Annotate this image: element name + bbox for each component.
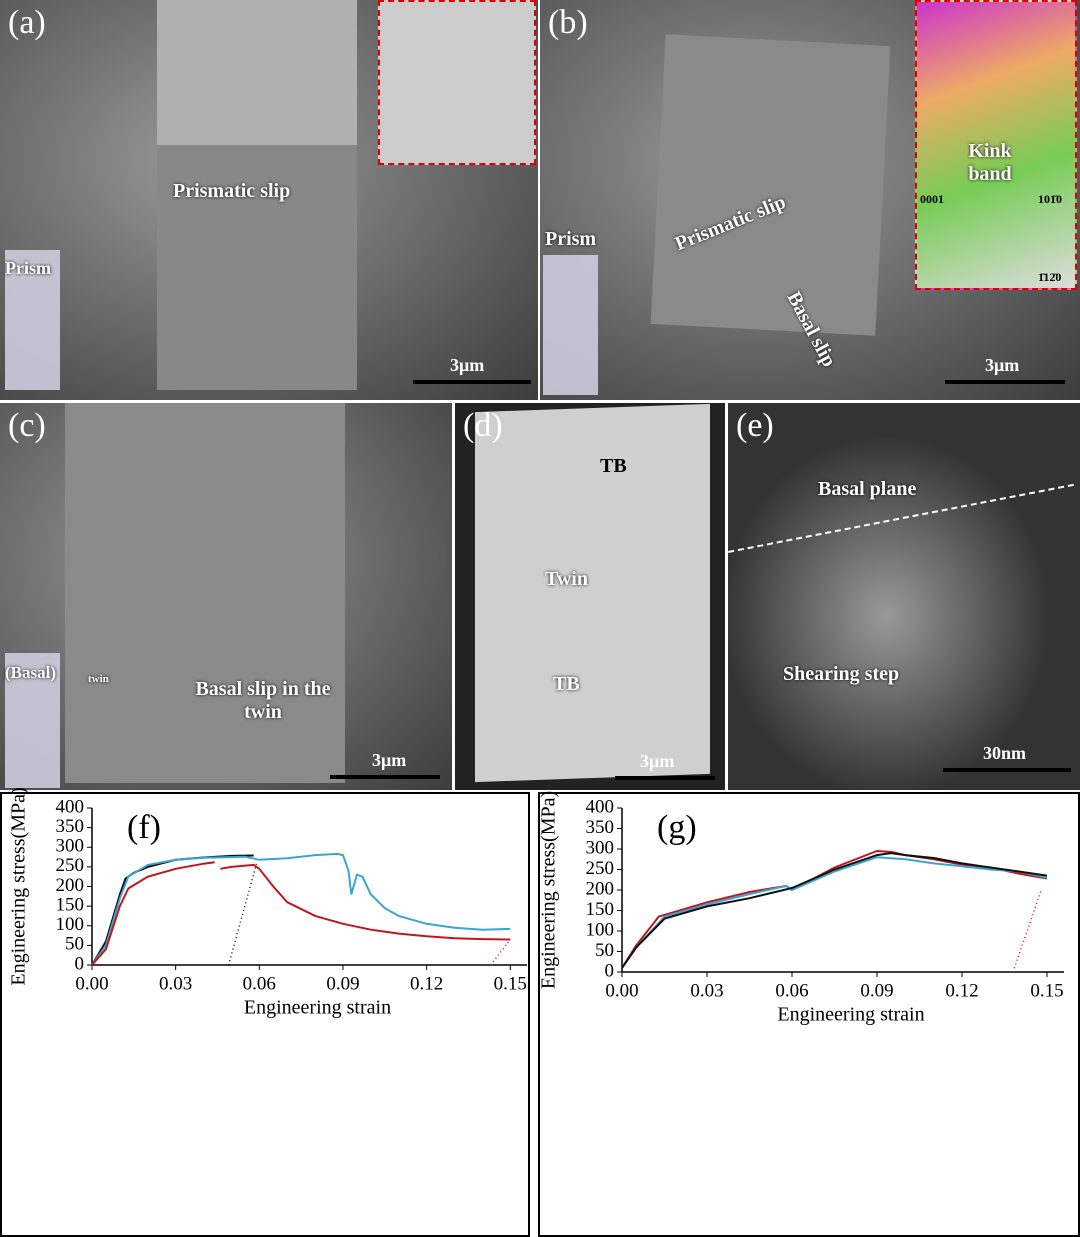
annotation: TB bbox=[553, 673, 580, 695]
panel-label: (e) bbox=[736, 407, 774, 444]
y-tick-label: 0 bbox=[75, 953, 85, 974]
annotation: Basal plane bbox=[818, 478, 917, 500]
annotation: Basal slip in the twin bbox=[195, 678, 331, 723]
y-tick-label: 50 bbox=[65, 934, 84, 955]
panel-b: (b) Prismatic slip Basal slip Prism Kink… bbox=[540, 0, 1080, 400]
y-axis-label: Engineering stress(MPa) bbox=[8, 787, 30, 985]
series-line bbox=[1012, 889, 1043, 973]
annotation: Kink band bbox=[968, 140, 1012, 185]
annotation: 101̄0 bbox=[1038, 192, 1062, 206]
annotation: Prismatic slip bbox=[173, 180, 291, 202]
panel-label: (c) bbox=[8, 407, 46, 444]
panel-d: (d) TB Twin TB 3μm bbox=[455, 403, 725, 790]
scale-label: 3μm bbox=[450, 355, 485, 375]
scale-label: 3μm bbox=[372, 750, 407, 770]
panel-c: (c) Basal slip in the twin (Basal) twin … bbox=[0, 403, 452, 790]
x-axis-label: Engineering strain bbox=[244, 997, 391, 1019]
y-tick-label: 200 bbox=[586, 878, 615, 899]
annotation: Prism bbox=[545, 228, 597, 250]
inset-basal bbox=[5, 653, 60, 788]
annotation: 1̄12̄0 bbox=[1038, 270, 1062, 284]
series-line bbox=[490, 939, 511, 966]
x-tick-label: 0.15 bbox=[494, 973, 527, 994]
x-tick-label: 0.12 bbox=[945, 980, 978, 1001]
inset bbox=[378, 0, 536, 165]
series-line bbox=[621, 852, 1048, 969]
series-line bbox=[91, 861, 511, 966]
y-tick-label: 250 bbox=[586, 858, 615, 879]
annotation: (Basal) bbox=[5, 663, 56, 682]
y-tick-label: 300 bbox=[56, 836, 85, 857]
series-line bbox=[621, 856, 1048, 969]
x-tick-label: 0.09 bbox=[326, 973, 359, 994]
pillar bbox=[65, 403, 345, 783]
x-axis-label: Engineering strain bbox=[777, 1004, 924, 1026]
y-tick-label: 100 bbox=[586, 919, 615, 940]
panel-g-border bbox=[538, 792, 1080, 1237]
scale-bar bbox=[615, 776, 715, 780]
y-tick-label: 300 bbox=[586, 837, 615, 858]
annotation: Prism bbox=[5, 258, 51, 278]
inset-prism bbox=[543, 255, 598, 395]
annotation: Twin bbox=[545, 568, 588, 590]
scale-bar bbox=[413, 380, 531, 384]
y-tick-label: 0 bbox=[605, 960, 615, 981]
series-line bbox=[227, 863, 258, 966]
scale-bar bbox=[945, 380, 1065, 384]
inset-ebsd bbox=[915, 0, 1077, 290]
panel-e: (e) Basal plane Shearing step 30nm bbox=[728, 403, 1080, 790]
inset-prism bbox=[5, 250, 60, 390]
y-tick-label: 150 bbox=[586, 899, 615, 920]
y-tick-label: 200 bbox=[56, 875, 85, 896]
panel-label: (g) bbox=[657, 809, 697, 846]
y-tick-label: 150 bbox=[56, 894, 85, 915]
x-tick-label: 0.00 bbox=[605, 980, 638, 1001]
annotation: 0001 bbox=[920, 192, 944, 206]
y-tick-label: 400 bbox=[56, 796, 85, 817]
y-tick-label: 50 bbox=[595, 940, 614, 961]
pillar-cap bbox=[157, 0, 357, 145]
panel-label: (a) bbox=[8, 4, 46, 41]
panel-f-border bbox=[0, 792, 530, 1237]
x-tick-label: 0.09 bbox=[860, 980, 893, 1001]
scale-label: 3μm bbox=[985, 355, 1020, 375]
panel-label: (b) bbox=[548, 4, 588, 41]
y-tick-label: 100 bbox=[56, 914, 85, 935]
panel-a: (a) Prismatic slip Prism 3μm bbox=[0, 0, 538, 400]
annotation: Shearing step bbox=[783, 663, 900, 685]
y-tick-label: 400 bbox=[586, 796, 615, 817]
annotation: TB bbox=[600, 455, 627, 477]
x-tick-label: 0.03 bbox=[690, 980, 723, 1001]
scale-bar bbox=[330, 775, 440, 779]
x-tick-label: 0.06 bbox=[775, 980, 808, 1001]
panel-label: (d) bbox=[463, 407, 503, 444]
x-tick-label: 0.06 bbox=[243, 973, 276, 994]
x-tick-label: 0.15 bbox=[1030, 980, 1063, 1001]
scale-label: 3μm bbox=[640, 751, 675, 771]
x-tick-label: 0.03 bbox=[159, 973, 192, 994]
scale-label: 30nm bbox=[983, 743, 1027, 763]
y-tick-label: 250 bbox=[56, 855, 85, 876]
scale-bar bbox=[943, 768, 1071, 772]
series-line bbox=[91, 852, 511, 966]
x-tick-label: 0.00 bbox=[75, 973, 108, 994]
y-axis-label: Engineering stress(MPa) bbox=[538, 791, 560, 989]
y-tick-label: 350 bbox=[586, 817, 615, 838]
annotation: twin bbox=[88, 673, 109, 685]
y-tick-label: 350 bbox=[56, 816, 85, 837]
x-tick-label: 0.12 bbox=[410, 973, 443, 994]
panel-label: (f) bbox=[127, 809, 161, 846]
